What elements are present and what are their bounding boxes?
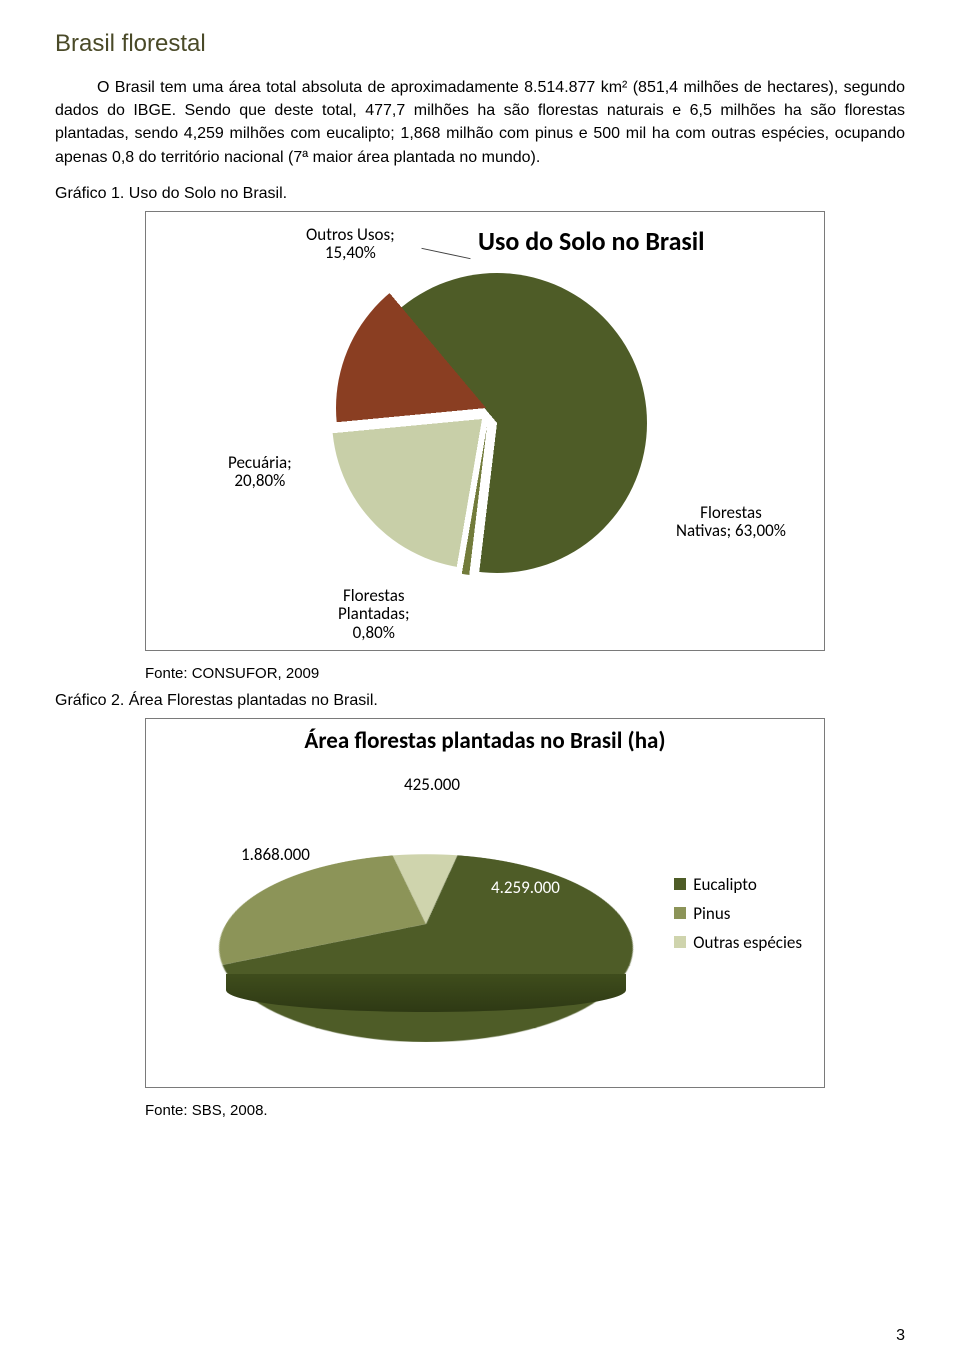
pie-slice-eucalipto [157, 854, 695, 1042]
legend-swatch [674, 907, 686, 919]
legend-text: Outras espécies [693, 932, 802, 953]
legend-text: Pinus [693, 903, 730, 924]
page-title: Brasil florestal [55, 30, 905, 58]
label-florestas-nativas: Florestas Nativas; 63,00% [676, 504, 786, 541]
label-line: 0,80% [353, 622, 395, 643]
label-pecuaria: Pecuária; 20,80% [228, 454, 292, 491]
label-florestas-plantadas: Florestas Plantadas; 0,80% [338, 587, 410, 643]
chart1-caption: Gráfico 1. Uso do Solo no Brasil. [55, 185, 905, 203]
page-number: 3 [896, 1327, 905, 1345]
chart2-title: Área florestas plantadas no Brasil (ha) [146, 727, 824, 755]
legend-item-eucalipto: Eucalipto [674, 874, 802, 895]
legend-item-pinus: Pinus [674, 903, 802, 924]
leader-line [421, 248, 470, 259]
chart1-pie [341, 267, 641, 567]
legend-item-outras: Outras espécies [674, 932, 802, 953]
label-line: 15,40% [325, 242, 376, 263]
label-outros-usos: Outros Usos; 15,40% [306, 226, 395, 263]
legend-swatch [674, 936, 686, 948]
label-value-outras: 425.000 [404, 774, 460, 795]
legend-swatch [674, 878, 686, 890]
label-value-eucalipto: 4.259.000 [491, 877, 560, 898]
chart1-title: Uso do Solo no Brasil [478, 225, 705, 257]
label-line: Nativas; 63,00% [676, 520, 786, 541]
pie-slice-outros-usos [336, 258, 636, 558]
chart1-container: Uso do Solo no Brasil Outros Usos; 15,40… [145, 211, 825, 651]
legend-text: Eucalipto [693, 874, 757, 895]
label-line: 20,80% [234, 470, 285, 491]
body-paragraph: O Brasil tem uma área total absoluta de … [55, 76, 905, 169]
label-value-pinus: 1.868.000 [241, 844, 310, 865]
chart2-caption: Gráfico 2. Área Florestas plantadas no B… [55, 692, 905, 710]
chart2-legend: Eucalipto Pinus Outras espécies [674, 874, 802, 961]
chart1-source: Fonte: CONSUFOR, 2009 [145, 665, 905, 682]
pie3d-top [157, 854, 695, 1042]
chart2-source: Fonte: SBS, 2008. [145, 1102, 905, 1119]
chart2-container: Área florestas plantadas no Brasil (ha) … [145, 718, 825, 1088]
